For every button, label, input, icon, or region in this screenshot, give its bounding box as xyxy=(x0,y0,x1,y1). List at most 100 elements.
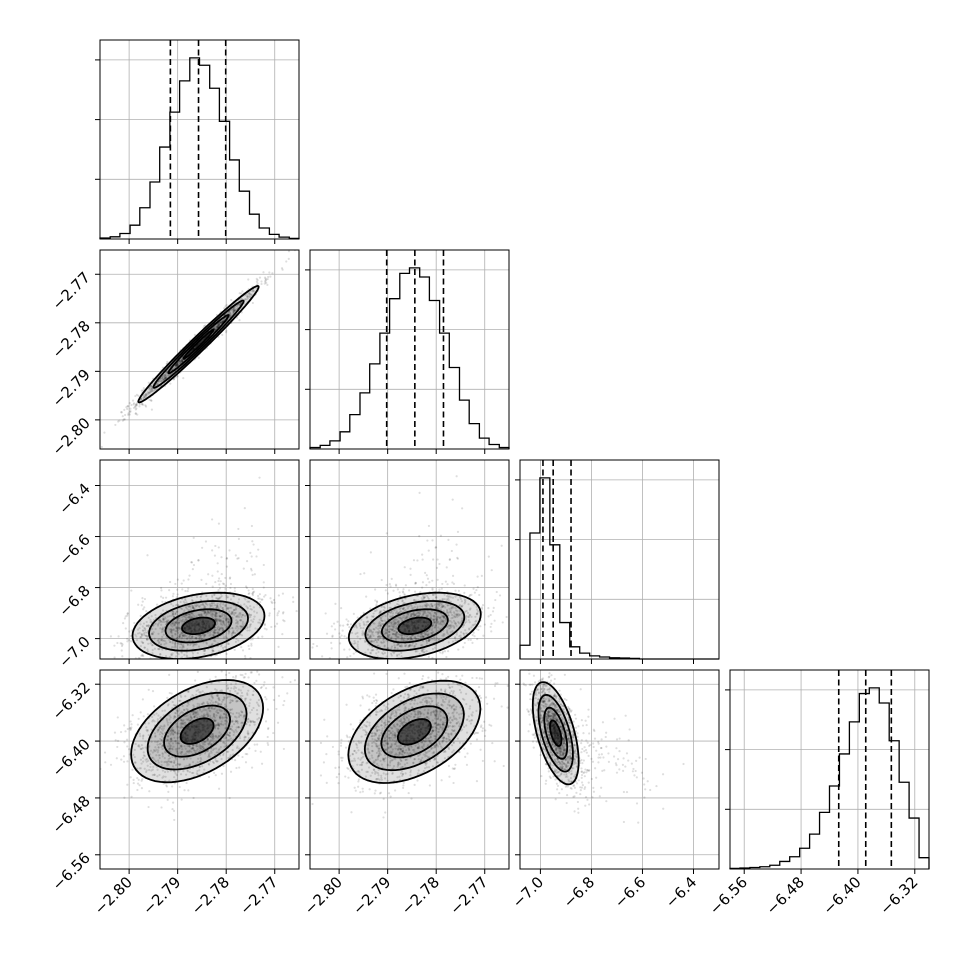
contour-fill-3 xyxy=(131,680,264,783)
contour-fill-core xyxy=(182,617,215,635)
contour-line-3 xyxy=(347,591,482,659)
contour-fill-core xyxy=(398,617,432,635)
contour-line-2 xyxy=(364,600,466,652)
x-tick-label-1-1: −2.79 xyxy=(349,873,394,918)
contour-fill-core xyxy=(183,329,214,359)
contour-fill-1 xyxy=(168,315,229,374)
y-tick-label-3-2: −6.40 xyxy=(49,735,94,780)
panel-frame-2-2 xyxy=(519,459,720,660)
contour-fill-1 xyxy=(164,705,231,757)
contour-fill-2 xyxy=(149,601,248,651)
panel-frame-1-1 xyxy=(309,249,510,450)
contour-fill-3 xyxy=(532,682,579,785)
scatter-panel-2-3 xyxy=(519,669,720,870)
x-tick-label-2-3: −6.4 xyxy=(662,873,700,911)
contour-line-0 xyxy=(179,717,215,745)
scatter-panel-0-2 xyxy=(99,459,300,660)
y-tick-label-2-2: −6.6 xyxy=(55,531,93,569)
contour-fill-3 xyxy=(348,592,481,659)
x-tick-label-1-2: −2.78 xyxy=(398,873,443,918)
contour-line-2 xyxy=(146,691,248,771)
contour-fill-core xyxy=(550,720,562,746)
contour-line-3 xyxy=(130,679,265,784)
contour-fill-1 xyxy=(544,707,568,759)
contour-fill-3 xyxy=(138,285,259,403)
contour-line-2 xyxy=(152,299,245,389)
contour-fill-2 xyxy=(153,300,244,388)
contour-fill-2 xyxy=(147,692,247,770)
contour-line-0 xyxy=(397,718,432,746)
panel-frame-0-0 xyxy=(99,39,300,240)
contour-line-3 xyxy=(137,284,260,404)
contour-line-2 xyxy=(363,692,465,772)
x-tick-label-2-2: −6.6 xyxy=(611,873,649,911)
y-tick-label-1-1: −2.79 xyxy=(49,365,94,410)
scatter-points xyxy=(311,671,509,819)
contour-line-1 xyxy=(543,706,569,760)
x-tick-label-2-1: −6.8 xyxy=(560,873,598,911)
histogram-panel-0 xyxy=(95,39,300,240)
contour-fill-2 xyxy=(538,694,573,772)
x-tick-label-3-2: −6.40 xyxy=(820,873,865,918)
contour-fill-2 xyxy=(365,601,465,651)
x-tick-label-0-0: −2.80 xyxy=(91,873,136,918)
y-tick-label-2-0: −7.0 xyxy=(55,633,93,671)
panel-frame-0-1 xyxy=(99,249,300,450)
histogram-step-3 xyxy=(729,687,930,870)
contour-line-0 xyxy=(182,328,215,360)
contour-line-1 xyxy=(380,705,449,759)
x-tick-label-3-1: −6.48 xyxy=(763,873,808,918)
contour-line-3 xyxy=(131,591,266,659)
histogram-panel-1 xyxy=(305,249,510,450)
contour-line-3 xyxy=(347,679,482,784)
x-tick-label-1-3: −2.77 xyxy=(446,873,491,918)
y-tick-label-1-0: −2.80 xyxy=(49,414,94,459)
panel-frame-3-3 xyxy=(729,669,930,870)
y-tick-label-3-1: −6.48 xyxy=(49,792,94,837)
contour-fill-3 xyxy=(132,592,265,659)
scatter-points xyxy=(311,475,508,659)
scatter-points xyxy=(100,250,297,449)
contour-line-1 xyxy=(163,704,232,758)
contour-fill-1 xyxy=(165,609,232,643)
scatter-points xyxy=(100,476,298,659)
panel-frame-2-3 xyxy=(519,669,720,870)
scatter-panel-1-3 xyxy=(309,669,510,870)
contour-fill-2 xyxy=(364,693,464,771)
y-tick-label-2-3: −6.4 xyxy=(55,480,93,518)
contour-fill-1 xyxy=(381,706,448,758)
contour-line-1 xyxy=(167,314,230,375)
x-tick-label-3-3: −6.32 xyxy=(876,873,921,918)
x-tick-label-0-1: −2.79 xyxy=(139,873,184,918)
scatter-points xyxy=(522,670,685,824)
panel-frame-0-3 xyxy=(99,669,300,870)
y-tick-label-1-2: −2.78 xyxy=(49,317,94,362)
x-tick-label-3-0: −6.56 xyxy=(706,873,751,918)
scatter-panel-1-2 xyxy=(309,459,510,660)
histogram-step-1 xyxy=(309,267,510,449)
x-tick-label-1-0: −2.80 xyxy=(301,873,346,918)
x-tick-label-0-2: −2.78 xyxy=(188,873,233,918)
contour-fill-3 xyxy=(348,680,481,783)
contour-line-2 xyxy=(537,693,574,773)
y-tick-label-2-1: −6.8 xyxy=(55,582,93,620)
x-tick-label-2-0: −7.0 xyxy=(509,873,547,911)
contour-fill-1 xyxy=(381,609,448,643)
panel-frame-1-2 xyxy=(309,459,510,660)
scatter-panel-0-1 xyxy=(99,249,300,450)
contour-line-0 xyxy=(549,719,563,747)
contour-line-1 xyxy=(164,608,233,644)
contour-line-3 xyxy=(531,681,580,786)
scatter-points xyxy=(100,670,297,822)
y-tick-label-1-3: −2.77 xyxy=(49,268,94,313)
histogram-panel-2 xyxy=(515,459,720,660)
scatter-panel-0-3 xyxy=(99,669,300,870)
contour-line-0 xyxy=(397,616,433,635)
histogram-step-2 xyxy=(519,477,719,660)
y-tick-label-3-0: −6.56 xyxy=(49,849,94,894)
histogram-step-0 xyxy=(99,57,300,240)
contour-line-2 xyxy=(148,600,249,652)
panel-frame-0-2 xyxy=(99,459,300,660)
panel-frame-1-3 xyxy=(309,669,510,870)
